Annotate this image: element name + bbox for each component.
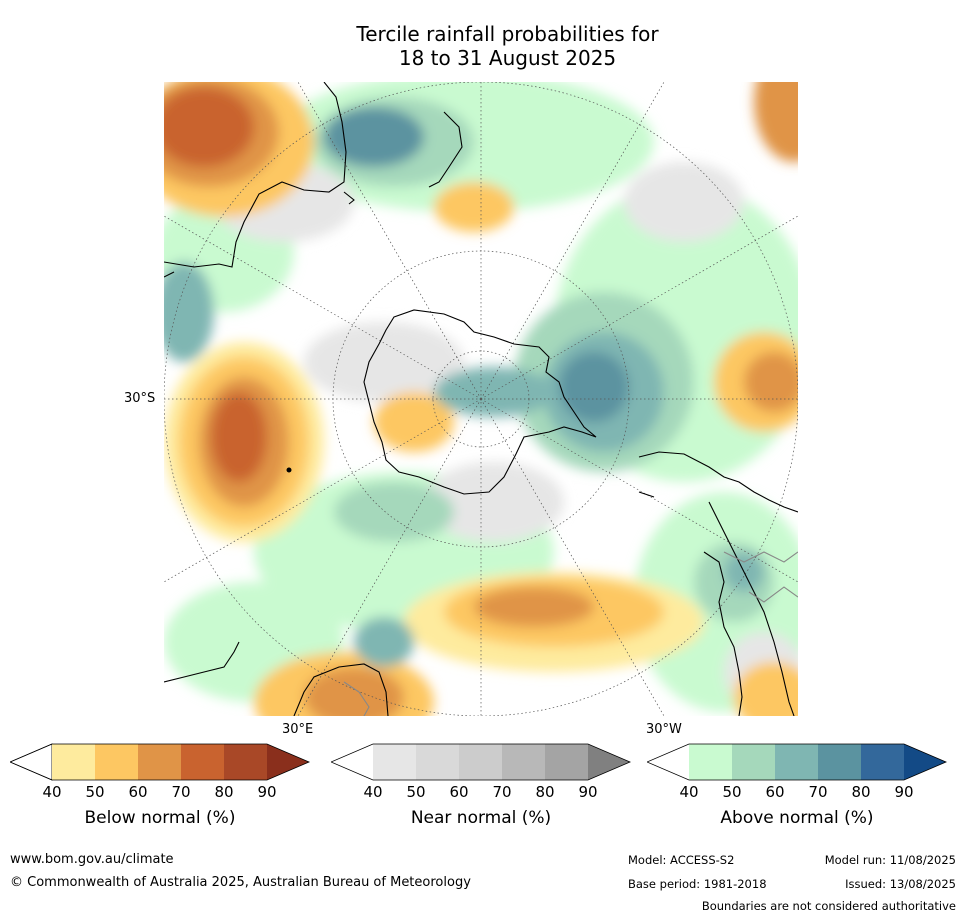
colorbar-segment — [8, 743, 53, 781]
colorbar-above-title: Above normal (%) — [720, 808, 874, 828]
colorbar-segment — [545, 744, 588, 780]
polar-map — [164, 82, 798, 716]
colorbar-segment — [588, 744, 630, 780]
borders — [343, 551, 798, 716]
colorbar-segment — [861, 744, 904, 780]
colorbar-segment — [224, 744, 267, 780]
footer-copyright: © Commonwealth of Australia 2025, Austra… — [10, 875, 471, 890]
tick-label: 70 — [808, 783, 828, 801]
colorbar-below-title: Below normal (%) — [84, 808, 236, 828]
colorbar-near-title: Near normal (%) — [410, 808, 552, 828]
coastlines — [164, 82, 798, 716]
tick-label: 70 — [492, 783, 512, 801]
footer-base-period: Base period: 1981-2018 — [628, 877, 767, 891]
probability-field — [164, 82, 798, 716]
footer-url[interactable]: www.bom.gov.au/climate — [10, 852, 174, 867]
colorbar-segment — [502, 744, 545, 780]
tick-label: 40 — [679, 783, 699, 801]
footer-issued: Issued: 13/08/2025 — [845, 877, 956, 891]
colorbar-segment — [52, 744, 95, 780]
colorbar-segment — [459, 744, 502, 780]
tick-label: 60 — [765, 783, 785, 801]
colorbar-segment — [732, 744, 775, 780]
tick-label: 50 — [406, 783, 426, 801]
longitude-label-west: 30°W — [646, 722, 682, 737]
island — [286, 467, 292, 473]
longitude-label-east: 30°E — [282, 722, 314, 737]
colorbar-above-svg — [645, 743, 948, 781]
tick-label: 60 — [449, 783, 469, 801]
polar-map-svg — [164, 82, 798, 716]
footer-model-run: Model run: 11/08/2025 — [824, 853, 956, 867]
colorbar-segment — [647, 744, 689, 780]
tick-label: 80 — [214, 783, 234, 801]
tick-label: 50 — [85, 783, 105, 801]
colorbar-segment — [416, 744, 459, 780]
colorbar-segment — [904, 744, 946, 780]
colorbar-below-normal — [8, 743, 311, 781]
colorbar-segment — [331, 744, 373, 780]
colorbar-near-normal — [329, 743, 632, 781]
tick-label: 90 — [894, 783, 914, 801]
latitude-label: 30°S — [124, 391, 156, 406]
footer-disclaimer: Boundaries are not considered authoritat… — [701, 899, 956, 913]
tick-label: 80 — [535, 783, 555, 801]
colorbar-segment — [95, 744, 138, 780]
title-line-2: 18 to 31 August 2025 — [398, 46, 617, 70]
tick-label: 60 — [128, 783, 148, 801]
tick-label: 80 — [851, 783, 871, 801]
graticule — [164, 82, 798, 716]
colorbar-segment — [818, 744, 861, 780]
colorbar-segment — [373, 744, 416, 780]
colorbar-near-svg — [329, 743, 632, 781]
colorbar-segment — [775, 744, 818, 780]
title-line-1: Tercile rainfall probabilities for — [356, 22, 659, 46]
colorbar-segment — [138, 744, 181, 780]
footer-model: Model: ACCESS-S2 — [628, 853, 735, 867]
colorbar-above-normal — [645, 743, 948, 781]
tick-label: 90 — [257, 783, 277, 801]
colorbar-segment — [267, 744, 309, 780]
colorbar-segment — [689, 744, 732, 780]
tick-label: 40 — [42, 783, 62, 801]
tick-label: 90 — [578, 783, 598, 801]
tick-label: 40 — [363, 783, 383, 801]
tick-label: 50 — [722, 783, 742, 801]
tick-label: 70 — [171, 783, 191, 801]
colorbar-below-svg — [8, 743, 311, 781]
map-title: Tercile rainfall probabilities for 18 to… — [0, 22, 965, 70]
colorbar-segment — [181, 744, 224, 780]
